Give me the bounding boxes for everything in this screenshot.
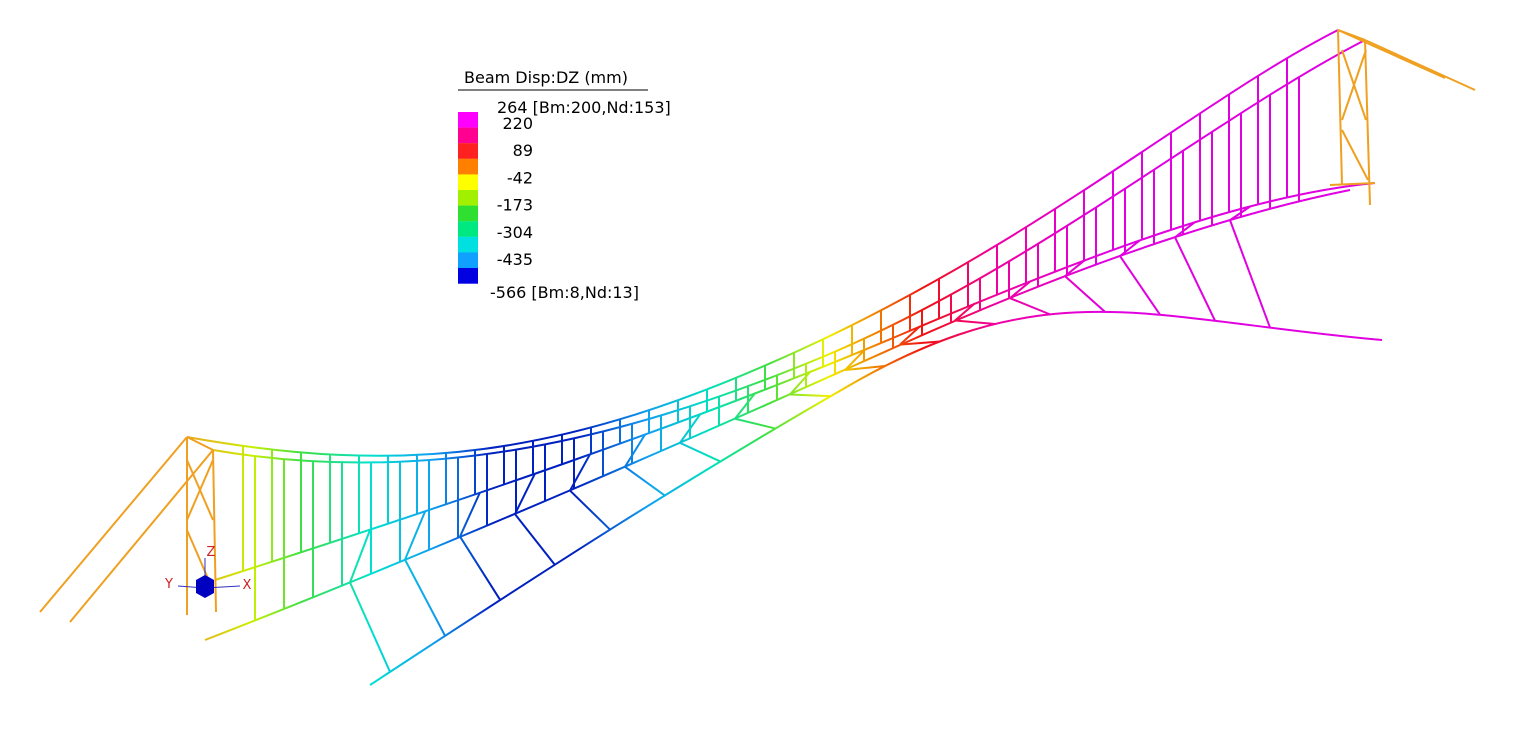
axis-x: X xyxy=(243,578,252,593)
strut xyxy=(1174,236,1216,322)
strut xyxy=(844,348,866,371)
color-band xyxy=(458,158,478,175)
strut xyxy=(734,392,756,420)
strut xyxy=(404,511,426,561)
strut xyxy=(569,489,611,531)
color-band xyxy=(458,174,478,191)
color-band xyxy=(458,127,478,144)
strut xyxy=(1119,255,1161,316)
strut xyxy=(954,302,976,322)
strut xyxy=(954,319,996,326)
strut xyxy=(1229,205,1251,221)
legend-label: 220 xyxy=(502,114,533,133)
strut xyxy=(1119,239,1141,257)
color-band xyxy=(458,190,478,206)
legend-label: -435 xyxy=(497,250,533,269)
color-band xyxy=(458,143,478,159)
strut xyxy=(844,365,886,372)
legend-title: Beam Disp:DZ (mm) xyxy=(464,68,628,87)
strut xyxy=(624,465,666,497)
strut xyxy=(789,371,811,396)
color-band xyxy=(458,236,478,253)
strut xyxy=(1064,259,1086,277)
strut xyxy=(1009,297,1051,316)
strut xyxy=(899,325,921,346)
strut xyxy=(569,453,591,492)
legend-label: -42 xyxy=(507,168,533,187)
legend-max: 264 [Bm:200,Nd:153] xyxy=(497,98,671,117)
legend-min: -566 [Bm:8,Nd:13] xyxy=(490,283,639,302)
bridge-model xyxy=(39,29,1476,686)
legend: Beam Disp:DZ (mm) 264 [Bm:200,Nd:153] -5… xyxy=(458,68,671,302)
strut xyxy=(734,417,776,430)
color-band xyxy=(458,268,478,284)
axis-triad: Z Y X xyxy=(164,545,252,598)
strut xyxy=(459,491,481,538)
strut xyxy=(679,413,701,444)
strut xyxy=(1009,280,1031,299)
strut xyxy=(1229,219,1271,328)
strut xyxy=(514,513,556,566)
legend-label: 89 xyxy=(513,141,533,160)
strut xyxy=(789,393,831,398)
strut xyxy=(679,441,721,463)
strut xyxy=(514,473,536,515)
axis-z: Z xyxy=(207,545,216,560)
color-band xyxy=(458,252,478,269)
strut xyxy=(349,581,391,673)
strut xyxy=(899,340,941,346)
color-band xyxy=(458,112,478,128)
color-band xyxy=(458,221,478,237)
legend-label: -173 xyxy=(497,196,533,215)
strut xyxy=(459,536,501,601)
axis-y: Y xyxy=(164,577,173,592)
strut xyxy=(1174,221,1196,239)
strut xyxy=(1064,275,1106,313)
legend-label: -304 xyxy=(497,223,533,242)
strut xyxy=(404,559,446,637)
strut xyxy=(624,434,646,468)
color-band xyxy=(458,205,478,222)
strut xyxy=(349,529,371,583)
